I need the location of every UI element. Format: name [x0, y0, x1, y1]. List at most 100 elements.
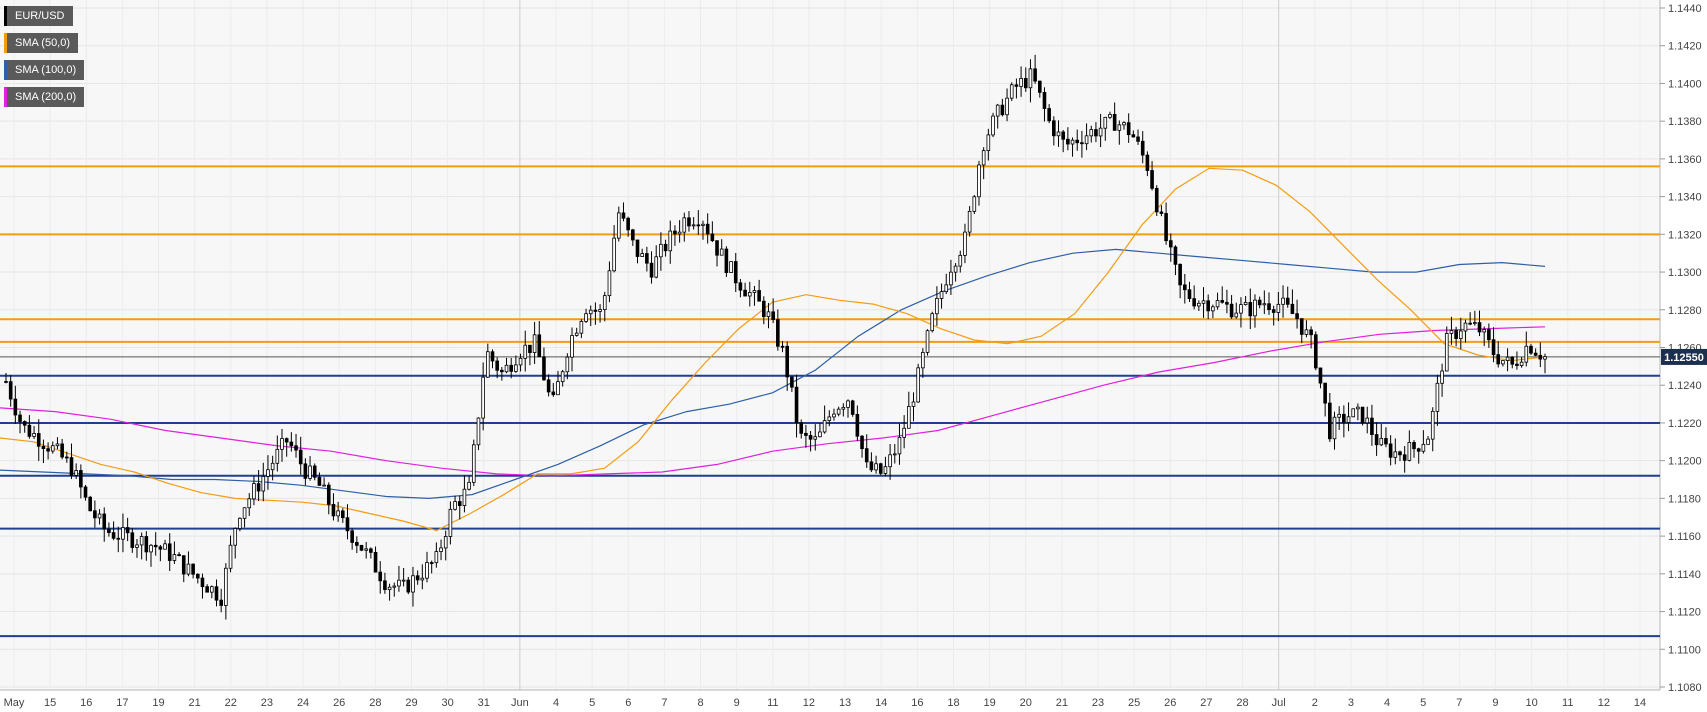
- candle-down: [359, 544, 364, 551]
- candle-down: [457, 501, 462, 506]
- legend-item-sma50[interactable]: SMA (50,0): [4, 33, 79, 53]
- candle-down: [500, 369, 504, 373]
- candle-down: [537, 334, 542, 358]
- candle-down: [743, 289, 747, 297]
- candle-down: [1416, 448, 1421, 452]
- legend-item-eurusd[interactable]: EUR/USD: [4, 6, 73, 26]
- x-tick-label: 26: [333, 697, 345, 709]
- candle-down: [621, 212, 626, 219]
- candle-down: [1398, 451, 1402, 456]
- candle-down: [869, 461, 874, 471]
- candle-up: [1056, 131, 1061, 137]
- candle-up: [55, 443, 60, 447]
- candle-up: [949, 271, 953, 286]
- candle-down: [1342, 413, 1346, 423]
- candle-down: [429, 562, 434, 564]
- candle-up: [448, 508, 453, 537]
- legend: EUR/USD SMA (50,0) SMA (100,0) SMA (200,…: [4, 6, 85, 114]
- candle-up: [1356, 406, 1360, 410]
- candle-up: [476, 417, 481, 446]
- candle-down: [808, 435, 813, 440]
- x-tick-label: May: [4, 697, 25, 709]
- y-tick-label: 1.1240: [1668, 380, 1702, 392]
- candle-down: [785, 345, 789, 378]
- x-tick-label: 13: [839, 697, 851, 709]
- candle-down: [1248, 302, 1253, 317]
- candle-up: [1103, 116, 1108, 129]
- candle-down: [878, 463, 883, 474]
- candle-down: [631, 229, 635, 241]
- candle-down: [1220, 300, 1225, 303]
- x-tick-label: 26: [1164, 697, 1176, 709]
- candle-up: [1346, 416, 1351, 423]
- candle-down: [799, 422, 804, 434]
- x-tick-label: 21: [189, 697, 201, 709]
- x-tick-label: 23: [261, 697, 273, 709]
- candle-up: [883, 466, 888, 474]
- candle-up: [186, 563, 191, 575]
- candle-down: [1529, 345, 1533, 354]
- candle-down: [864, 448, 869, 463]
- candle-down: [1229, 303, 1234, 318]
- candle-down: [1295, 313, 1299, 320]
- x-tick-label: 5: [589, 697, 595, 709]
- x-tick-label: Jun: [511, 697, 529, 709]
- y-tick-label: 1.1360: [1668, 154, 1702, 166]
- candle-up: [275, 448, 280, 464]
- candle-down: [495, 360, 499, 371]
- candle-down: [27, 424, 32, 437]
- candle-down: [369, 548, 373, 553]
- candle-down: [256, 483, 261, 492]
- candle-down: [1412, 442, 1416, 450]
- sma100-line: [0, 248, 1546, 500]
- candle-up: [972, 196, 977, 212]
- candle-up: [874, 463, 878, 471]
- legend-swatch-eurusd: [4, 6, 7, 26]
- candle-up: [518, 357, 523, 366]
- candle-down: [1150, 170, 1154, 189]
- candle-up: [818, 431, 822, 438]
- candle-up: [598, 309, 602, 312]
- candle-up: [1482, 329, 1486, 333]
- candle-up: [691, 224, 696, 227]
- legend-swatch-sma50: [4, 33, 7, 53]
- candle-up: [1444, 333, 1449, 372]
- candle-up: [930, 313, 935, 332]
- candle-down: [406, 579, 411, 593]
- candle-up: [308, 465, 312, 479]
- candle-down: [771, 311, 775, 321]
- x-tick-label: 29: [405, 697, 417, 709]
- legend-item-sma200[interactable]: SMA (200,0): [4, 87, 85, 107]
- candle-up: [1351, 408, 1356, 418]
- candle-up: [471, 444, 476, 483]
- candle-down: [41, 445, 46, 450]
- candle-down: [1000, 104, 1005, 116]
- x-tick-label: 17: [116, 697, 128, 709]
- candle-down: [551, 391, 556, 396]
- x-tick-label: 30: [441, 697, 453, 709]
- legend-item-sma100[interactable]: SMA (100,0): [4, 60, 85, 80]
- candle-up: [224, 567, 228, 606]
- candle-up: [1365, 417, 1370, 424]
- x-tick-label: 12: [1598, 697, 1610, 709]
- candle-up: [1524, 345, 1529, 363]
- candle-up: [747, 292, 752, 297]
- candle-up: [570, 335, 574, 358]
- candle-up: [1243, 302, 1248, 306]
- candle-down: [762, 300, 766, 318]
- candle-up: [1262, 303, 1267, 306]
- candle-up: [135, 544, 139, 548]
- candle-up: [1519, 361, 1524, 366]
- current-price-label: 1.12550: [1664, 352, 1704, 364]
- candle-up: [1019, 77, 1023, 87]
- candle-down: [355, 541, 359, 546]
- candle-down: [593, 309, 598, 312]
- candle-up: [766, 311, 771, 318]
- candle-up: [1281, 297, 1285, 305]
- candle-up: [836, 408, 841, 415]
- candle-down: [696, 224, 701, 227]
- sma200-line: [0, 326, 1546, 477]
- candle-up: [397, 579, 401, 587]
- candle-up: [210, 586, 214, 593]
- candle-up: [481, 376, 485, 419]
